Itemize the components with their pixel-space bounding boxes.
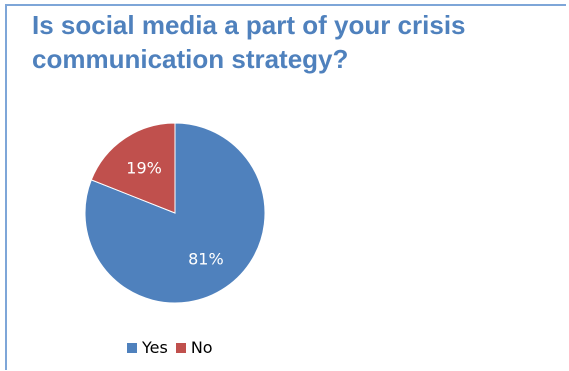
pie-data-labels: 81% 19% — [126, 159, 223, 269]
pie-slice-no — [90, 122, 176, 214]
chart-title: Is social media a part of your crisis co… — [32, 10, 466, 74]
slide-frame — [5, 4, 566, 370]
data-label-yes: 81% — [188, 249, 224, 268]
legend-label-yes: Yes — [142, 338, 168, 357]
legend-item-no: No — [175, 338, 213, 357]
chart-legend: Yes No — [127, 338, 221, 357]
pie-slices — [84, 122, 266, 304]
data-label-no: 19% — [126, 159, 162, 178]
legend-swatch-yes — [127, 342, 137, 353]
legend-swatch-no — [175, 342, 186, 353]
legend-item-yes: Yes — [127, 338, 168, 357]
legend-label-no: No — [190, 338, 213, 357]
